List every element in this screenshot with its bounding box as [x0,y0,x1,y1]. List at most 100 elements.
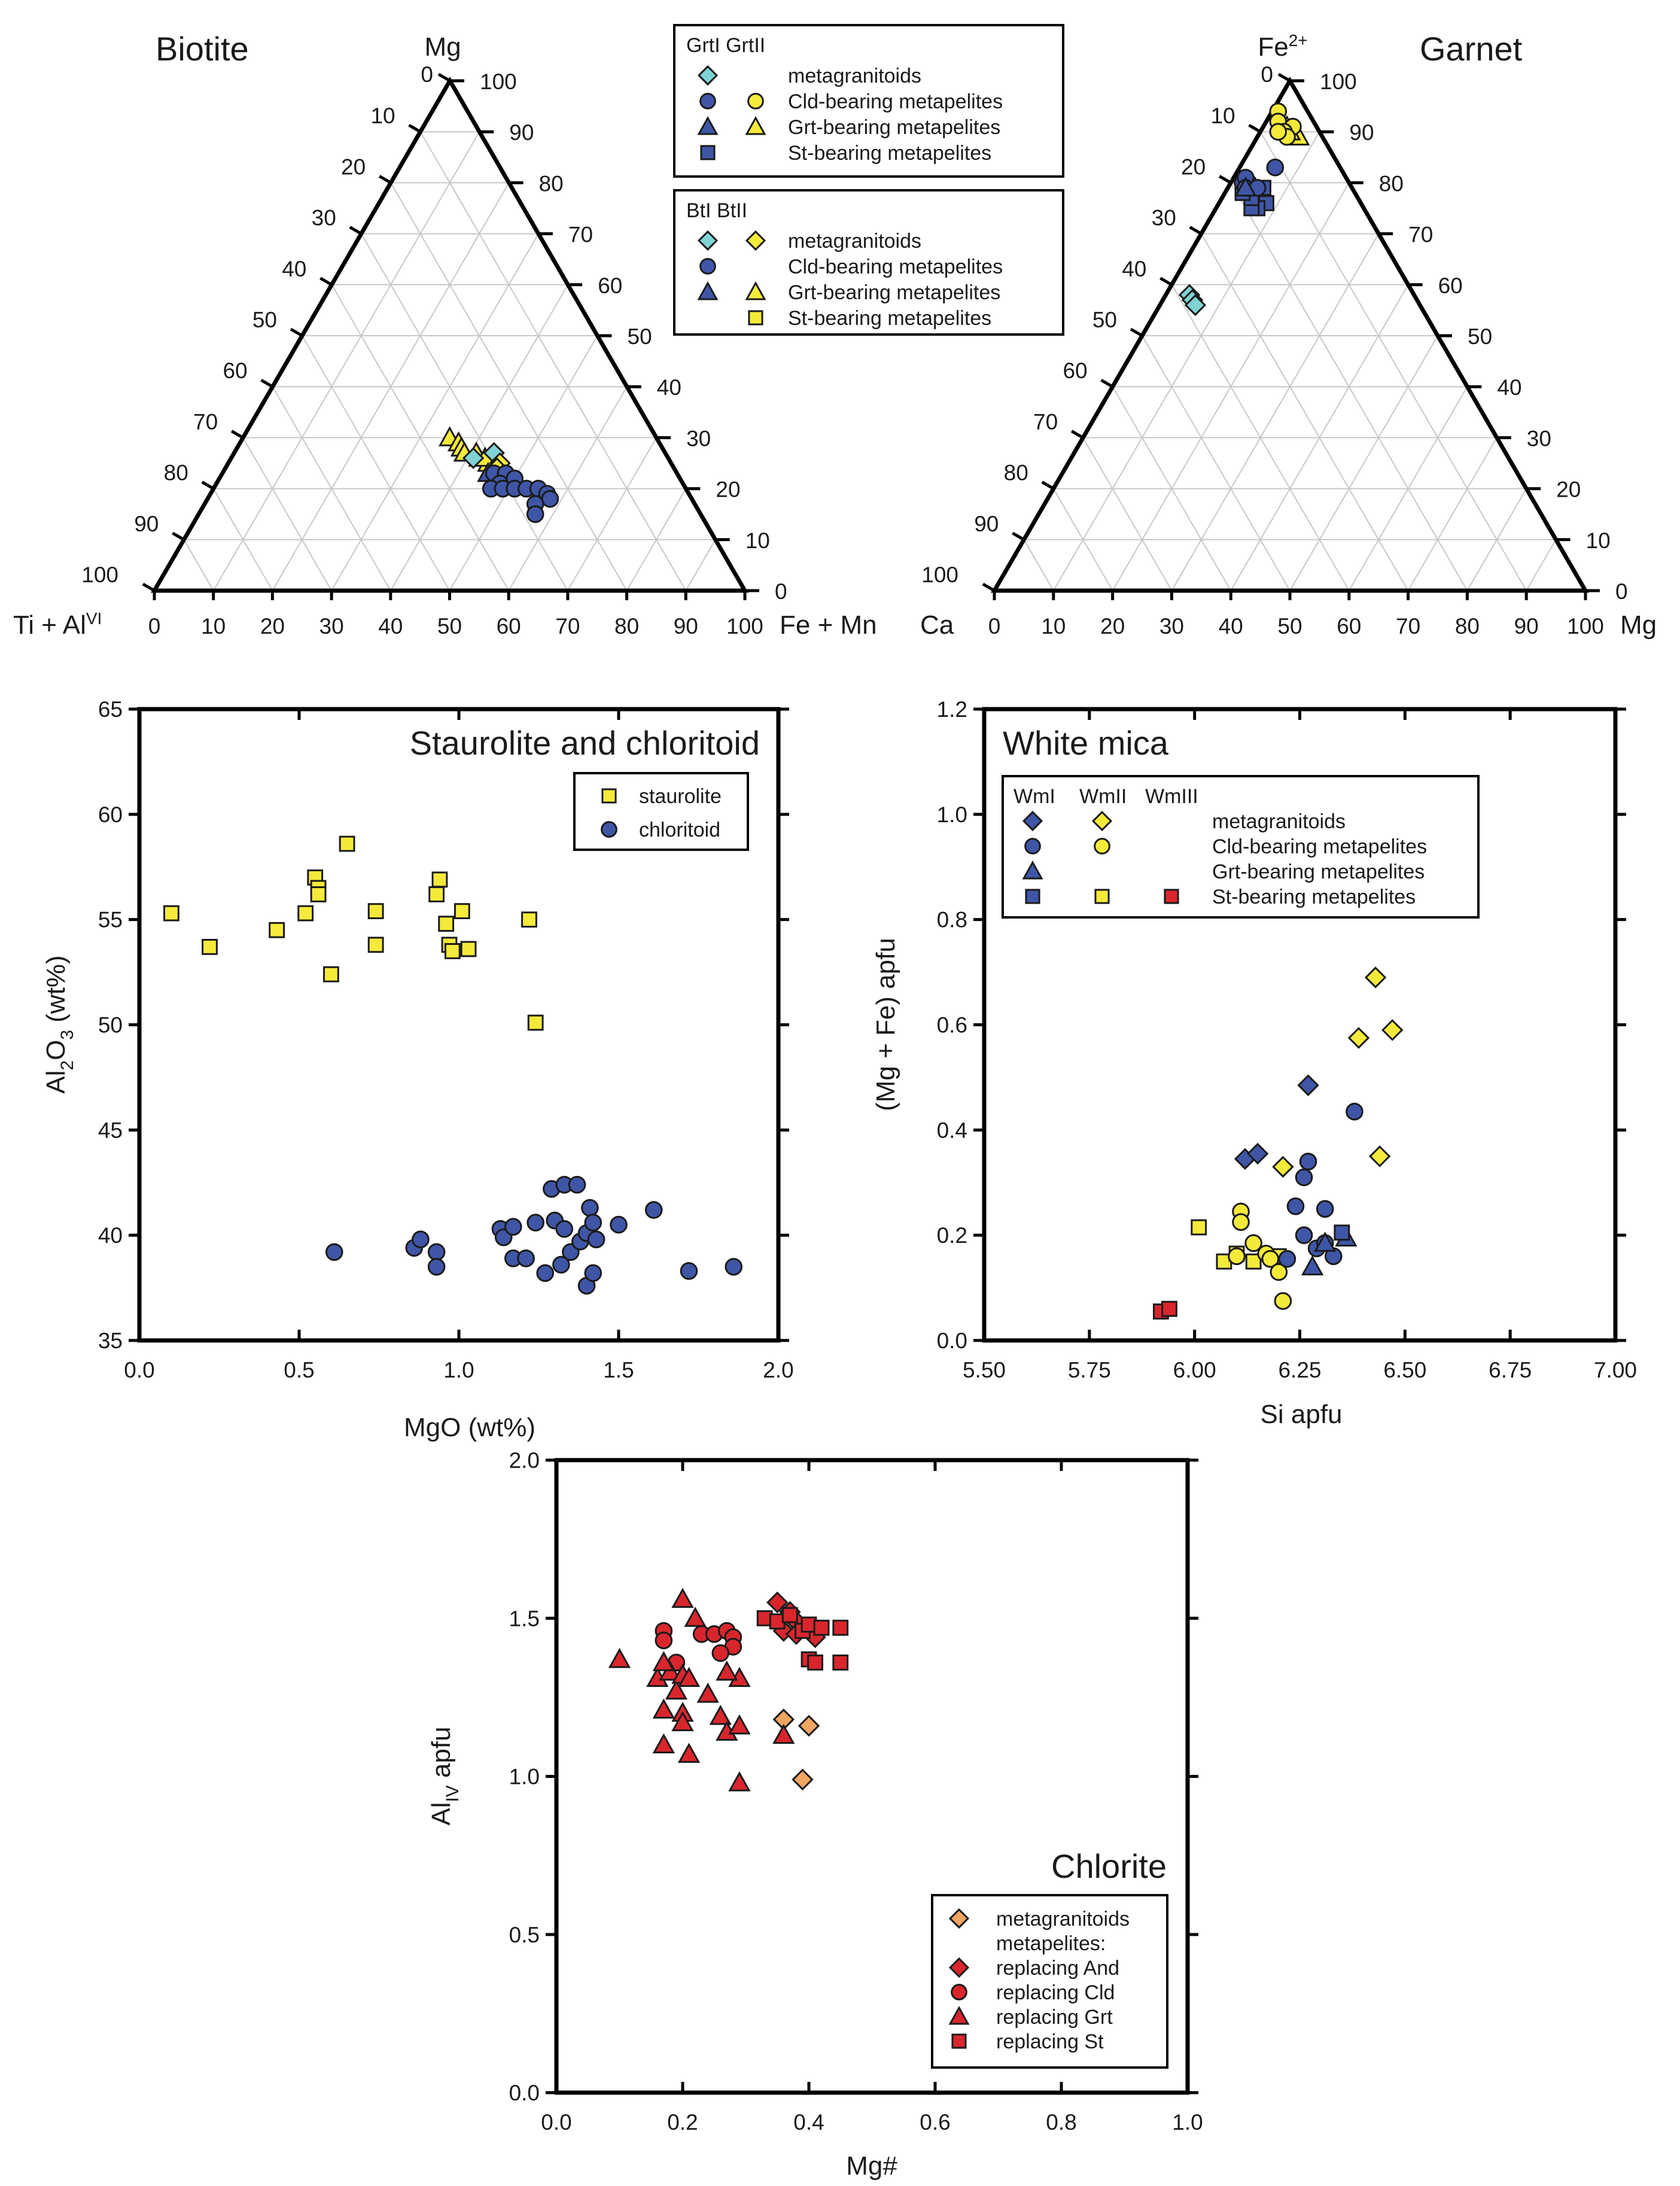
right-tick-label: 80 [1379,171,1404,196]
data-point [677,1667,701,1688]
x-tick-label: 0.0 [541,2110,571,2135]
right-tick-label: 70 [1408,223,1433,247]
right-tick-label: 90 [509,120,534,145]
grid-line [331,233,539,591]
right-tick-label: 20 [1556,478,1581,502]
legend-label: St-bearing metapelites [788,307,991,330]
grid-line [419,131,687,591]
bottom-tick-label: 20 [1100,614,1125,639]
data-point [652,1698,675,1719]
x-tick-label: 0.6 [920,2110,950,2135]
bottom-tick-label: 80 [614,614,639,639]
x-tick-label: 0.2 [667,2110,698,2135]
y-tick-label: 0.0 [509,2081,540,2105]
legend-marker [948,1957,970,1978]
garnet-ternary: 0 100010901020802030703040604050505060406… [920,30,1657,640]
y-axis-subscript: 2 [57,1060,77,1071]
legend-marker [1164,889,1179,904]
y-axis-title: Al2O3 (wt%) [41,955,77,1093]
legend-header: GrtI GrtII [686,34,765,57]
data-point [367,903,384,919]
legend-label: replacing St [996,2030,1104,2053]
y-tick-label: 1.0 [937,802,967,827]
legend-marker [1025,889,1040,904]
data-point [454,903,470,919]
legend-label: replacing Grt [996,2006,1113,2029]
tick-mark [230,430,244,439]
data-point [1270,1263,1288,1281]
legend-marker [1022,860,1043,880]
data-point [1301,1255,1324,1276]
grid-line [1171,233,1380,591]
data-point [584,1264,602,1282]
grid-line [272,386,391,591]
y-axis-part: Al [427,1802,456,1826]
right-tick-label: 10 [1586,528,1611,553]
data-point [652,1651,675,1671]
data-point [709,1704,732,1725]
legend-header: WmI [1014,785,1055,808]
data-point [1244,1234,1262,1252]
data-point [1295,1226,1313,1244]
bottom-tick-label: 90 [674,614,698,639]
tick-mark [408,124,421,133]
data-point [792,1768,814,1791]
bottom-tick-label: 100 [726,614,763,639]
right-tick-label: 100 [480,69,517,94]
x-tick-label: 6.25 [1278,1358,1321,1382]
grid-line [1407,437,1498,591]
y-axis-title: AlIV apfu [427,1726,462,1825]
right-tick-label: 40 [1497,375,1521,400]
tick-mark [1041,481,1055,490]
data-point [1297,1074,1319,1096]
data-point [813,1619,830,1636]
tick-mark [290,327,303,338]
data-point [665,1679,688,1700]
grid-line [1052,131,1320,591]
data-point [526,1214,544,1232]
data-point [684,1607,707,1627]
data-point [652,1733,675,1754]
data-point [269,922,285,938]
y-tick-label: 65 [98,697,123,722]
data-point [526,505,544,524]
data-point [1347,1027,1370,1049]
x-tick-label: 1.0 [443,1358,474,1382]
left-corner-superscript: VI [86,609,102,628]
data-point [323,966,339,983]
data-point [832,1619,849,1636]
legend-box [1002,775,1480,919]
data-point [696,1682,719,1703]
x-tick-label: 7.00 [1594,1358,1637,1382]
legend-label: Cld-bearing metapelites [788,256,1003,278]
data-point [527,1014,544,1031]
right-tick-label: 50 [1468,324,1492,349]
y-tick-label: 35 [98,1328,123,1353]
data-point [1381,1019,1404,1041]
left-tick-label: 10 [1210,104,1235,128]
y-axis-part: apfu [427,1726,456,1785]
y-tick-label: 60 [98,802,123,827]
y-tick-label: 0.6 [937,1013,967,1038]
data-point [1314,1232,1337,1252]
y-tick-label: 55 [98,908,123,932]
left-corner-text: Ca [920,610,954,640]
right-tick-label: 30 [686,426,711,451]
left-tick-label: 0 [421,62,433,87]
x-tick-label: 2.0 [763,1358,793,1382]
legend-marker [697,230,719,251]
data-point [711,1644,730,1662]
data-point [1269,123,1288,141]
right-tick-label: 40 [657,375,681,400]
data-point [728,1714,751,1735]
tick-mark [349,226,363,235]
legend-marker [700,145,716,160]
x-tick-label: 0.5 [284,1358,314,1382]
data-point [655,1631,673,1650]
right-tick-label: 90 [1349,120,1374,145]
data-point [671,1711,694,1732]
data-point [367,937,384,953]
legend-marker [745,230,766,251]
bottom-tick-label: 50 [1277,614,1302,639]
